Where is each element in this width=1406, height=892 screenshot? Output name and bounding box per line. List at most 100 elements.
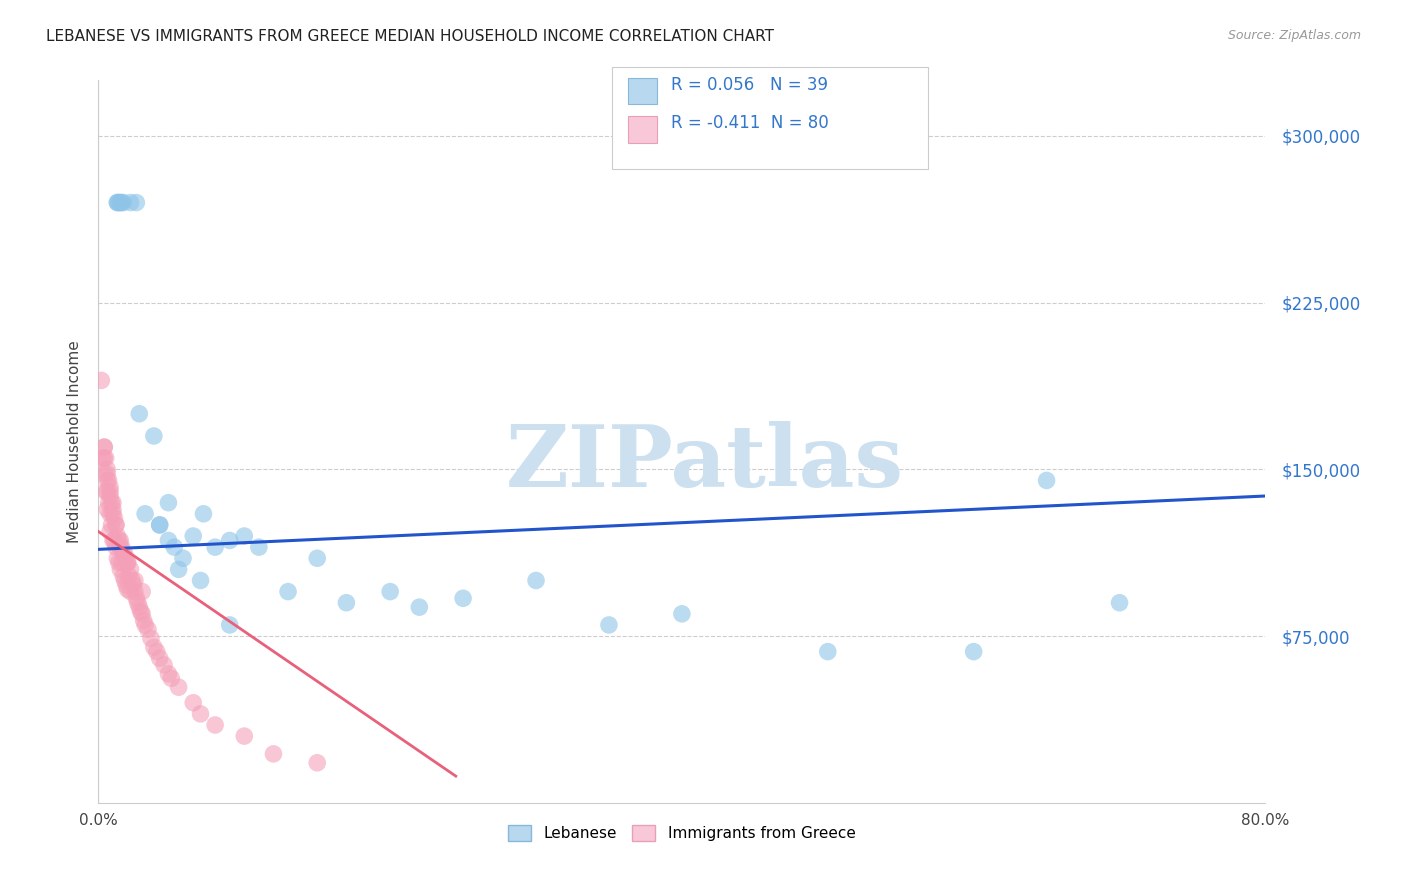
Point bbox=[108, 533, 131, 548]
Point bbox=[233, 529, 256, 543]
Point bbox=[96, 467, 118, 481]
Point bbox=[408, 600, 430, 615]
Point bbox=[117, 556, 139, 570]
Point bbox=[157, 533, 180, 548]
Point bbox=[139, 632, 162, 646]
Point bbox=[117, 556, 139, 570]
Point bbox=[160, 671, 183, 685]
Point bbox=[91, 451, 114, 466]
Point bbox=[114, 547, 136, 561]
Point bbox=[167, 680, 190, 694]
Point bbox=[110, 195, 132, 210]
Point bbox=[136, 623, 159, 637]
Point bbox=[149, 517, 172, 532]
Point bbox=[817, 645, 839, 659]
Point bbox=[335, 596, 357, 610]
Point bbox=[262, 747, 284, 761]
Point bbox=[190, 574, 212, 588]
Point bbox=[104, 517, 127, 532]
Point bbox=[96, 484, 118, 499]
Point bbox=[134, 618, 156, 632]
Point bbox=[124, 584, 146, 599]
Point bbox=[181, 696, 204, 710]
Point bbox=[128, 600, 150, 615]
Point bbox=[94, 451, 117, 466]
Point bbox=[104, 517, 127, 532]
Point bbox=[181, 529, 204, 543]
Point bbox=[101, 507, 124, 521]
Point bbox=[193, 507, 215, 521]
Point bbox=[117, 582, 139, 597]
Point bbox=[101, 502, 124, 516]
Point bbox=[98, 484, 121, 499]
Point bbox=[93, 467, 115, 481]
Point bbox=[451, 591, 474, 606]
Point bbox=[114, 574, 136, 588]
Point bbox=[190, 706, 212, 721]
Point bbox=[96, 474, 118, 488]
Point bbox=[1035, 474, 1057, 488]
Point bbox=[598, 618, 620, 632]
Point bbox=[108, 556, 131, 570]
Point bbox=[108, 195, 131, 210]
Point bbox=[142, 640, 165, 655]
Point bbox=[101, 533, 124, 548]
Point bbox=[98, 489, 121, 503]
Point bbox=[157, 666, 180, 681]
Point bbox=[131, 584, 153, 599]
Point bbox=[112, 195, 135, 210]
Point bbox=[96, 502, 118, 516]
Text: ZIPatlas: ZIPatlas bbox=[506, 421, 904, 505]
Point bbox=[172, 551, 194, 566]
Point bbox=[97, 474, 120, 488]
Point bbox=[110, 562, 132, 576]
Point bbox=[90, 373, 112, 387]
Point bbox=[97, 496, 120, 510]
Point bbox=[307, 756, 329, 770]
Point bbox=[98, 524, 121, 539]
Point bbox=[218, 533, 240, 548]
Point bbox=[114, 551, 136, 566]
Point bbox=[100, 496, 122, 510]
Point bbox=[104, 540, 127, 554]
Point bbox=[98, 480, 121, 494]
Point bbox=[111, 540, 134, 554]
Point bbox=[163, 540, 186, 554]
Point bbox=[671, 607, 693, 621]
Point bbox=[149, 517, 172, 532]
Point bbox=[111, 195, 134, 210]
Point bbox=[131, 607, 153, 621]
Point bbox=[103, 533, 125, 548]
Text: R = 0.056   N = 39: R = 0.056 N = 39 bbox=[671, 76, 828, 94]
Point bbox=[120, 584, 142, 599]
Point bbox=[122, 578, 145, 592]
Point bbox=[98, 507, 121, 521]
Point bbox=[105, 195, 128, 210]
Point bbox=[157, 496, 180, 510]
Point bbox=[204, 540, 226, 554]
Point bbox=[153, 657, 176, 672]
Point bbox=[112, 547, 135, 561]
Point bbox=[167, 562, 190, 576]
Point bbox=[247, 540, 270, 554]
Point bbox=[118, 569, 141, 583]
Point bbox=[218, 618, 240, 632]
Point bbox=[277, 584, 299, 599]
Point bbox=[146, 645, 169, 659]
Legend: Lebanese, Immigrants from Greece: Lebanese, Immigrants from Greece bbox=[502, 819, 862, 847]
Point bbox=[115, 578, 138, 592]
Point bbox=[962, 645, 984, 659]
Point bbox=[100, 517, 122, 532]
Point bbox=[127, 596, 149, 610]
Point bbox=[128, 407, 150, 421]
Text: R = -0.411  N = 80: R = -0.411 N = 80 bbox=[671, 114, 828, 132]
Point bbox=[94, 484, 117, 499]
Point bbox=[380, 584, 402, 599]
Point bbox=[142, 429, 165, 443]
Point bbox=[149, 651, 172, 665]
Point bbox=[125, 195, 148, 210]
Point bbox=[307, 551, 329, 566]
Point bbox=[93, 440, 115, 454]
Text: LEBANESE VS IMMIGRANTS FROM GREECE MEDIAN HOUSEHOLD INCOME CORRELATION CHART: LEBANESE VS IMMIGRANTS FROM GREECE MEDIA… bbox=[46, 29, 775, 44]
Point bbox=[132, 614, 155, 628]
